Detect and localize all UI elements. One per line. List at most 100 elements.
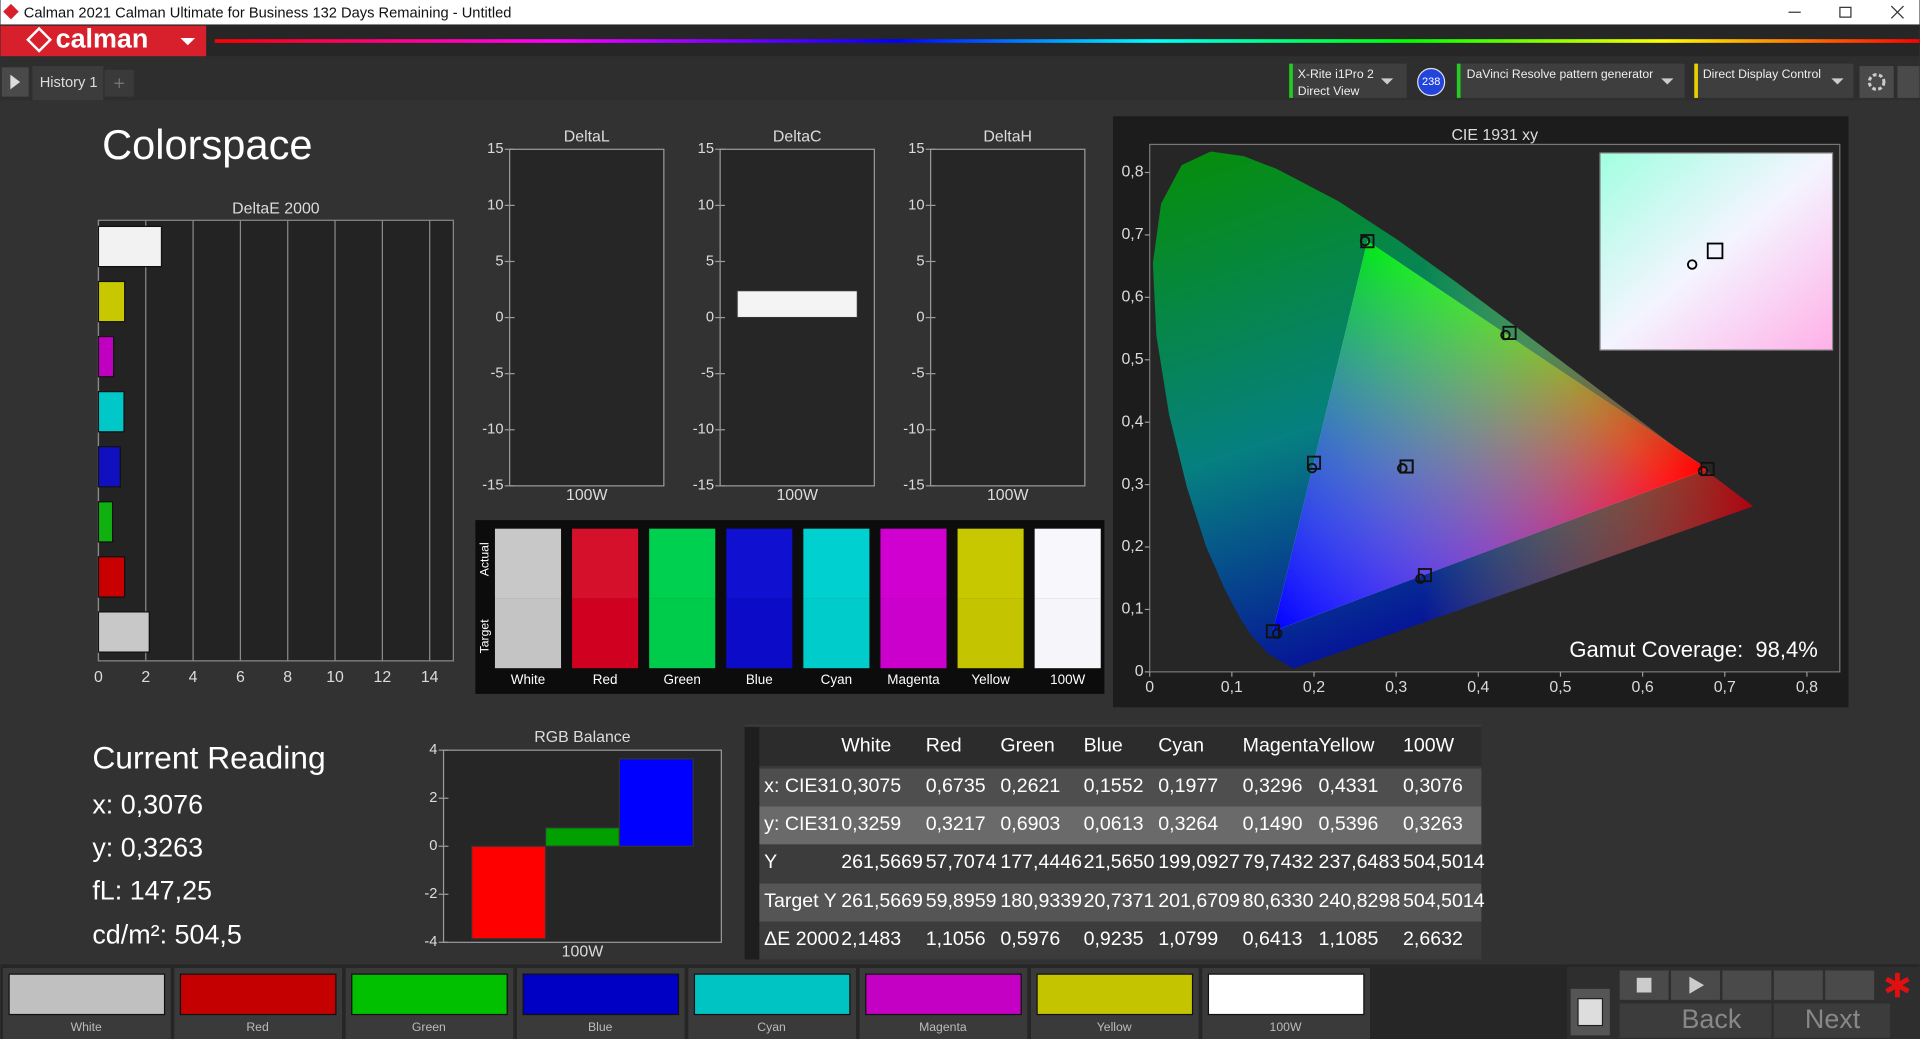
- y-tick-label: 0,3: [1121, 476, 1143, 493]
- y-tick-label: -2: [424, 886, 437, 902]
- meter-status: [1289, 63, 1293, 98]
- close-button[interactable]: [1890, 5, 1904, 19]
- x-tick-label: 0,3: [1385, 679, 1407, 696]
- bar: [97, 391, 125, 433]
- table-cell: 0,5976: [1000, 928, 1060, 950]
- y-tick-label: 0: [916, 309, 924, 325]
- y-tick-label: 10: [487, 197, 503, 213]
- reading-line: y: 0,3263: [92, 832, 203, 862]
- reading-line: x: 0,3076: [92, 790, 203, 820]
- table-cell: 177,4446: [1000, 851, 1082, 873]
- x-tick-label: 8: [283, 669, 292, 686]
- swatch-label: Green: [664, 672, 701, 687]
- target-swatch: [494, 598, 562, 669]
- swatch-label: 100W: [1050, 672, 1085, 687]
- plus-icon: [114, 78, 125, 89]
- swatch-label: Yellow: [971, 672, 1010, 687]
- row-header: Target Y: [764, 890, 837, 912]
- pattern-label: Magenta: [919, 1020, 967, 1034]
- target-swatch: [803, 598, 870, 669]
- bar: [97, 225, 163, 268]
- target-swatch: [880, 598, 947, 669]
- y-tick-label: 15: [908, 141, 924, 157]
- actual-swatch: [803, 528, 870, 599]
- actual-point: [1359, 235, 1371, 247]
- chart-title: DeltaC: [773, 128, 822, 145]
- table-cell: 0,0613: [1084, 813, 1144, 835]
- bar: [97, 611, 150, 653]
- pattern-color: [351, 973, 508, 1016]
- generator-status: [1456, 63, 1461, 98]
- restore-button[interactable]: [1839, 6, 1852, 18]
- y-tick-label: 0,5: [1121, 351, 1143, 368]
- calman-menu[interactable]: [0, 25, 207, 57]
- next-button[interactable]: [1773, 1003, 1891, 1038]
- x-axis-label: 100W: [562, 943, 604, 960]
- column-header: Cyan: [1158, 735, 1204, 757]
- display-box[interactable]: [1694, 63, 1854, 98]
- chart-title: DeltaE 2000: [232, 200, 320, 217]
- swatch-label: White: [511, 672, 545, 687]
- title-bar: [0, 0, 1920, 25]
- pattern-label: Green: [412, 1020, 446, 1034]
- generator-name: DaVinci Resolve pattern generator: [1467, 67, 1654, 81]
- history-tab[interactable]: [32, 66, 104, 101]
- y-tick-label: 0,2: [1121, 538, 1143, 555]
- loop-button[interactable]: [1773, 970, 1823, 1000]
- collapse-button[interactable]: [1897, 66, 1920, 98]
- pattern-label: White: [71, 1020, 102, 1034]
- x-tick-label: 100W: [987, 487, 1029, 504]
- x-tick-label: 0,5: [1549, 679, 1571, 696]
- pattern-color: [1207, 973, 1365, 1016]
- table-cell: 1,0799: [1158, 928, 1218, 950]
- swatch-label: Cyan: [821, 672, 852, 687]
- table-cell: 201,6709: [1158, 890, 1240, 912]
- dropdown-arrow: [1831, 78, 1844, 85]
- rainbow-line: [214, 39, 1920, 43]
- y-tick-label: 15: [698, 141, 714, 157]
- plot-area: [509, 148, 665, 487]
- table-cell: 0,3259: [841, 813, 901, 835]
- table-cell: 0,4331: [1319, 775, 1379, 797]
- y-tick-label: -10: [903, 422, 924, 438]
- swatch-label: Red: [593, 672, 618, 687]
- y-tick-label: -15: [903, 478, 924, 494]
- bar: [97, 556, 126, 598]
- zoom-target: [1706, 242, 1724, 260]
- table-cell: 80,6330: [1243, 890, 1314, 912]
- play-icon: [10, 74, 21, 90]
- table-cell: 240,8298: [1319, 890, 1401, 912]
- target-swatch: [957, 598, 1024, 669]
- y-tick-label: 15: [487, 141, 503, 157]
- table-cell: 0,3264: [1158, 813, 1218, 835]
- y-tick-label: -10: [693, 422, 714, 438]
- y-tick-label: 4: [429, 742, 437, 758]
- pattern-color: [693, 973, 851, 1016]
- target-swatch: [726, 598, 793, 669]
- play-icon: [1689, 976, 1705, 994]
- pattern-label: Cyan: [757, 1020, 786, 1034]
- refresh-button[interactable]: [1825, 970, 1875, 1000]
- settings-button[interactable]: [1859, 66, 1894, 98]
- window-title: Calman 2021 Calman Ultimate for Business…: [24, 5, 512, 21]
- y-tick-label: 0: [1135, 663, 1144, 680]
- pattern-label: 100W: [1270, 1020, 1302, 1034]
- frame-button[interactable]: [1722, 970, 1772, 1000]
- target-point: [1399, 459, 1414, 474]
- x-tick-label: 100W: [566, 487, 608, 504]
- row-label: Actual: [477, 542, 491, 576]
- table-cell: 0,1977: [1158, 775, 1218, 797]
- pattern-label: Red: [246, 1020, 269, 1034]
- y-tick-label: -5: [701, 366, 714, 382]
- gear-icon: [1867, 73, 1886, 91]
- y-tick-label: 0: [495, 309, 503, 325]
- plot-area: [97, 219, 454, 662]
- display-name: Direct Display Control: [1703, 67, 1821, 81]
- generator-box[interactable]: [1456, 63, 1685, 98]
- back-button[interactable]: [1619, 1003, 1772, 1038]
- swatch-label: Blue: [746, 672, 773, 687]
- meter-badge[interactable]: [1417, 67, 1446, 97]
- x-tick-label: 10: [326, 669, 344, 686]
- stop-icon: [1577, 998, 1604, 1027]
- table-row: [759, 883, 1482, 922]
